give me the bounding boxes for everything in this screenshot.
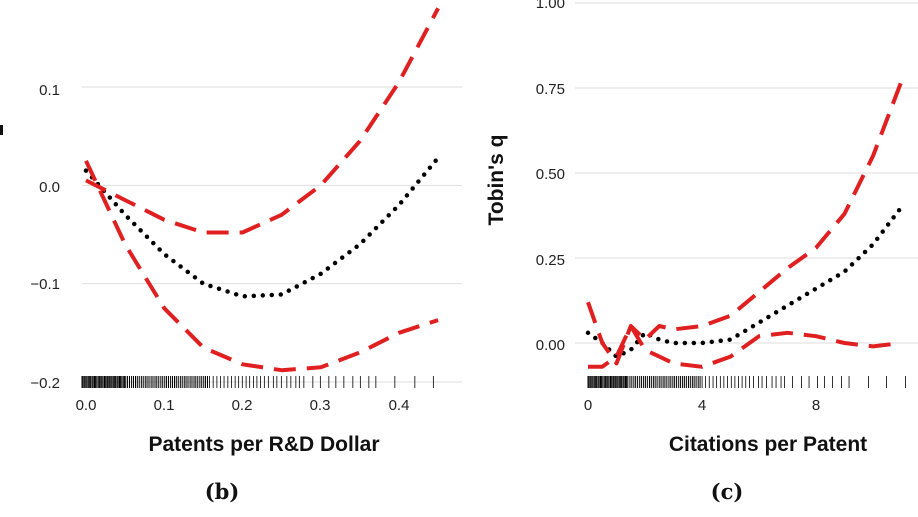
b-confidence-bound-line (85, 7, 440, 235)
b-xtick-label: 0.2 (232, 397, 253, 414)
b-ytick-label: −0.2 (30, 375, 60, 392)
c-series-group (585, 80, 904, 369)
c-gridlines (575, 2, 918, 344)
b-estimate-line (83, 155, 441, 299)
c-ytick-label: 0.75 (536, 81, 565, 98)
c-xtick-label: 0 (584, 397, 592, 414)
c-caption: (c) (711, 479, 744, 504)
b-y-axis-title-fragment (0, 125, 3, 135)
b-x-axis-title: Patents per R&D Dollar (148, 433, 379, 456)
b-xtick-label: 0.1 (154, 397, 175, 414)
panel-b: 0.1 0.0 −0.1 −0.2 0.0 0.1 0.2 0.3 0.4 Pa… (30, 7, 462, 504)
c-estimate-line (585, 204, 904, 359)
b-xtick-label: 0.4 (389, 397, 410, 414)
panel-c: 1.00 0.75 0.50 0.25 0.00 0 4 8 Tobin's q… (485, 0, 918, 504)
b-xtick-label: 0.3 (310, 397, 331, 414)
c-y-axis-title: Tobin's q (485, 135, 508, 226)
b-gridlines (82, 86, 462, 383)
c-y-tick-labels: 1.00 0.75 0.50 0.25 0.00 (536, 0, 565, 354)
b-caption: (b) (205, 479, 240, 504)
b-series-group (83, 7, 441, 373)
b-xtick-label: 0.0 (76, 397, 97, 414)
b-ytick-label: 0.0 (39, 179, 60, 196)
b-ytick-label: 0.1 (39, 82, 60, 99)
c-xtick-label: 8 (812, 397, 820, 414)
c-ytick-label: 0.50 (536, 166, 565, 183)
c-ytick-label: 0.25 (536, 252, 565, 269)
b-x-tick-labels: 0.0 0.1 0.2 0.3 0.4 (76, 397, 410, 414)
b-confidence-bound-line (84, 159, 439, 373)
c-x-tick-labels: 0 4 8 (584, 397, 820, 414)
c-confidence-bound-line (588, 324, 902, 369)
c-ytick-label: 1.00 (536, 0, 565, 12)
c-xtick-label: 4 (698, 397, 706, 414)
c-rug-plot (587, 376, 906, 388)
c-ytick-label: 0.00 (536, 337, 565, 354)
b-rug-plot (81, 376, 434, 388)
b-ytick-label: −0.1 (30, 276, 60, 293)
c-confidence-bound-line (586, 80, 904, 366)
c-x-axis-title: Citations per Patent (669, 433, 867, 456)
b-y-tick-labels: 0.1 0.0 −0.1 −0.2 (30, 82, 60, 392)
